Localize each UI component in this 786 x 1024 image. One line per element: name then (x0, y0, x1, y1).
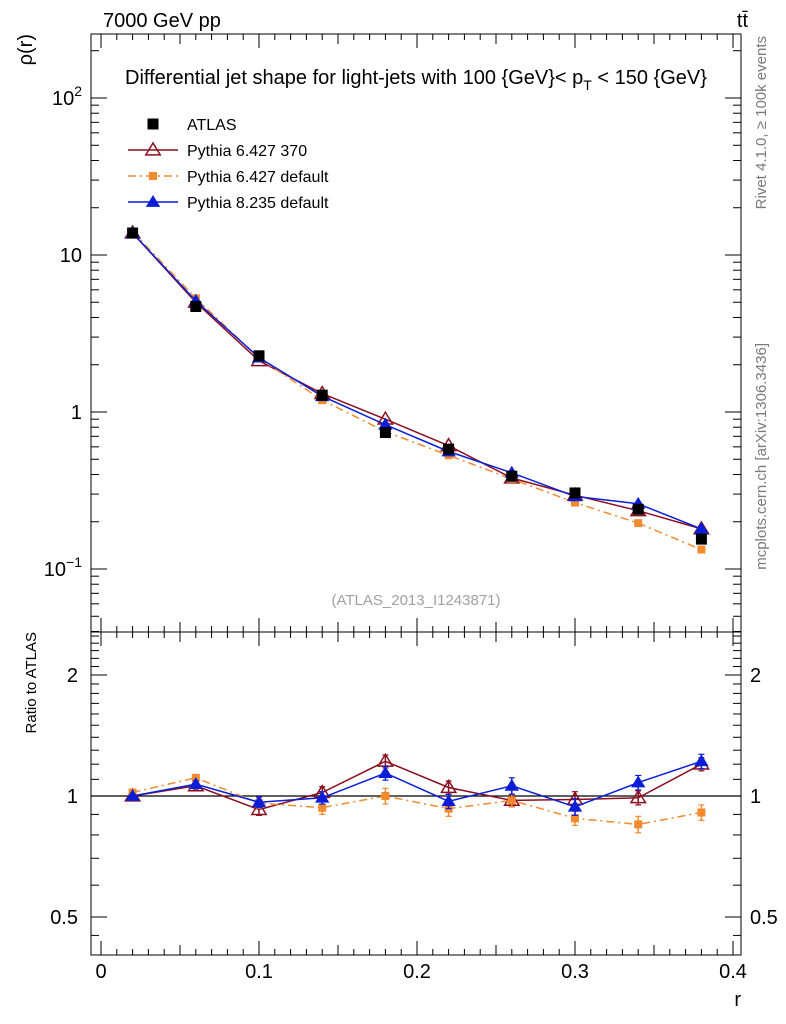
legend-entry-pythia-6-427-370: Pythia 6.427 370 (128, 141, 307, 160)
ratio-line-pythia-8-235-default (132, 760, 702, 808)
ratio-point-pythia-8-235-default (631, 775, 646, 788)
ratio-point-pythia-8-235-default (378, 766, 393, 778)
x-tick-label: 0.4 (719, 961, 747, 983)
main-point-pythia-8-235-default (694, 521, 709, 534)
ratio-line-pythia-6-427-default (132, 777, 702, 826)
legend-marker (147, 118, 159, 130)
ratio-point-pythia-6-427-370 (250, 801, 268, 816)
main-point-pythia-6-427-default (571, 498, 579, 507)
y-tick-label: 102 (52, 83, 82, 110)
rivet-label: Rivet 4.1.0, ≥ 100k events (753, 36, 770, 209)
ratio-point-pythia-6-427-default (571, 814, 579, 823)
ratio-y-tick-label-right: 1 (750, 786, 761, 808)
axes-group: 0 0.1 0.2 0.3 0.4 102 10 1 10−1 0.5 0.5 1 1 2 2 (44, 34, 778, 983)
legend-label: Pythia 6.427 370 (187, 143, 307, 160)
main-point-pythia-6-427-default (697, 545, 706, 554)
main-line-pythia-6-427-default (132, 231, 702, 551)
main-point-atlas (190, 300, 202, 312)
legend: ATLAS Pythia 6.427 370 Pythia 6.427 defaul… (128, 117, 329, 212)
main-point-atlas (379, 427, 391, 439)
legend-label: ATLAS (187, 117, 237, 134)
main-point-pythia-6-427-default (634, 519, 643, 528)
mcplots-label: mcplots.cern.ch [arXiv:1306.3436] (753, 343, 770, 570)
y-tick-label: 10−1 (44, 554, 82, 581)
ratio-point-pythia-8-235-default (251, 795, 267, 808)
y-axis-label: ρ(r) (15, 34, 37, 65)
legend-label: Pythia 8.235 default (187, 195, 329, 212)
ratio-point-pythia-6-427-default (697, 808, 706, 817)
main-point-atlas (127, 227, 139, 239)
ratio-plot-frame (90, 631, 742, 956)
analysis-label: (ATLAS_2013_I1243871) (331, 592, 500, 609)
ratio-point-pythia-8-235-default (567, 799, 583, 812)
legend-marker (144, 141, 162, 156)
legend-entry-pythia-6-427-default: Pythia 6.427 default (128, 169, 329, 186)
main-series-group (124, 224, 710, 554)
ratio-point-pythia-6-427-default (381, 792, 390, 800)
ratio-series-group (124, 752, 710, 834)
main-point-atlas (632, 503, 644, 515)
ratio-point-pythia-6-427-default (634, 820, 643, 829)
main-point-atlas (253, 350, 265, 362)
ratio-y-axis-label: Ratio to ATLAS (23, 632, 40, 733)
ratio-y-tick-label-left: 1 (67, 786, 78, 808)
header-left: 7000 GeV pp (103, 10, 221, 32)
main-point-atlas (569, 487, 581, 499)
main-point-atlas (506, 470, 518, 482)
legend-marker (145, 194, 161, 207)
header-right: tt̄ (737, 10, 749, 32)
ratio-point-pythia-6-427-default (507, 796, 516, 805)
ratio-y-tick-label-left: 2 (67, 665, 78, 687)
ratio-y-tick-label-left: 0.5 (50, 907, 78, 929)
main-point-atlas (443, 443, 455, 455)
main-line-pythia-6-427-370 (132, 232, 702, 530)
legend-marker (149, 172, 157, 180)
chart-title: Differential jet shape for light-jets wi… (125, 67, 707, 93)
x-tick-label: 0 (95, 961, 106, 983)
ratio-point-pythia-6-427-370 (629, 789, 647, 804)
legend-entry-atlas: ATLAS (147, 117, 237, 134)
y-tick-label: 1 (71, 402, 82, 424)
main-point-atlas (316, 389, 328, 401)
ratio-point-pythia-8-235-default (441, 794, 456, 807)
ratio-point-pythia-8-235-default (315, 790, 330, 803)
main-point-atlas (695, 533, 707, 545)
ratio-point-pythia-6-427-default (318, 803, 327, 812)
ratio-y-tick-label-right: 2 (750, 665, 761, 687)
x-axis-label: r (734, 989, 741, 1011)
ratio-point-pythia-8-235-default (694, 754, 709, 767)
ratio-point-pythia-8-235-default (504, 778, 519, 791)
ratio-y-tick-label-right: 0.5 (750, 907, 778, 929)
main-line-pythia-8-235-default (132, 232, 702, 530)
x-tick-label: 0.1 (245, 961, 273, 983)
x-tick-label: 0.3 (561, 961, 589, 983)
main-point-pythia-8-235-default (378, 417, 393, 430)
y-tick-label: 10 (60, 245, 82, 267)
ratio-point-pythia-8-235-default (188, 777, 203, 790)
legend-label: Pythia 6.427 default (187, 169, 329, 186)
ratio-point-pythia-6-427-370 (440, 779, 458, 794)
x-tick-label: 0.2 (403, 961, 431, 983)
ratio-line-pythia-6-427-370 (132, 760, 702, 811)
ratio-point-pythia-8-235-default (125, 788, 140, 801)
legend-entry-pythia-8-235-default: Pythia 8.235 default (128, 194, 329, 212)
